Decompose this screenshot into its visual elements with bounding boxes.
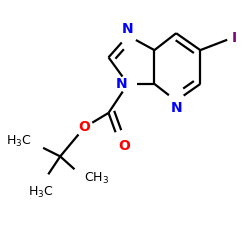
Text: H$_3$C: H$_3$C <box>6 134 31 150</box>
Text: H$_3$C: H$_3$C <box>28 186 54 200</box>
Text: I: I <box>232 31 237 45</box>
Text: O: O <box>78 120 90 134</box>
Text: N: N <box>122 22 134 36</box>
Text: N: N <box>170 101 182 115</box>
Text: CH$_3$: CH$_3$ <box>84 170 110 186</box>
Text: N: N <box>116 77 128 91</box>
Text: O: O <box>118 140 130 153</box>
